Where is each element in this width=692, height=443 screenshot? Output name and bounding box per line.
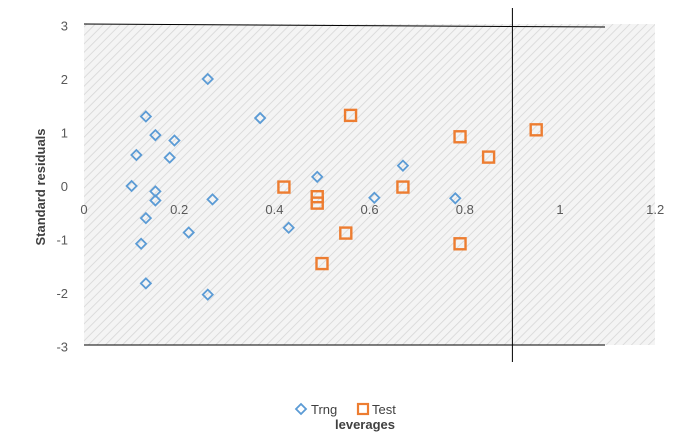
x-tick-label: 1.2 <box>646 202 664 217</box>
y-tick-label: 1 <box>61 126 68 141</box>
x-tick-label: 0.2 <box>170 202 188 217</box>
trng-point <box>163 151 176 164</box>
x-axis-tick-labels: 0 0.2 0.4 0.6 0.8 1 1.2 <box>80 202 664 217</box>
plot-area-background <box>84 24 655 345</box>
trng-point <box>168 134 181 147</box>
trng-point <box>139 110 153 123</box>
y-tick-label: 3 <box>61 19 68 34</box>
x-tick-label: 0.6 <box>361 202 379 217</box>
legend-label-trng: Trng <box>311 402 337 417</box>
test-point <box>453 237 467 251</box>
trng-point <box>201 72 215 86</box>
data-points <box>125 72 543 301</box>
y-tick-label: 0 <box>61 179 68 194</box>
x-tick-label: 0 <box>80 202 87 217</box>
legend-label-test: Test <box>372 402 396 417</box>
test-point <box>529 123 543 137</box>
trng-point <box>134 237 148 251</box>
trng-point <box>396 159 410 172</box>
trng-point <box>149 128 162 142</box>
trng-point <box>368 191 381 205</box>
test-point <box>310 196 324 210</box>
x-tick-label: 0.8 <box>456 202 474 217</box>
legend-diamond-marker <box>294 402 308 416</box>
test-point <box>453 130 467 144</box>
y-tick-label: 2 <box>61 72 68 87</box>
test-point <box>277 180 291 194</box>
trng-point <box>125 179 138 193</box>
trng-point <box>130 148 143 162</box>
trng-point <box>206 193 219 206</box>
test-point <box>339 226 353 240</box>
trng-point <box>201 288 215 301</box>
x-axis-title: leverages <box>335 417 395 432</box>
trng-point <box>149 194 162 207</box>
trng-point <box>310 170 324 184</box>
legend-square-marker <box>356 402 370 416</box>
top-boundary-line <box>83 23 606 28</box>
y-axis-tick-labels: 3 2 1 0 -1 -2 -3 <box>56 19 68 355</box>
trng-point <box>139 211 153 225</box>
y-axis-title: Standard residuals <box>33 128 48 245</box>
x-tick-label: 1 <box>556 202 563 217</box>
test-point <box>315 256 329 271</box>
y-tick-label: -2 <box>56 286 68 301</box>
trng-point <box>449 192 462 205</box>
trng-point <box>282 221 295 235</box>
y-tick-label: -1 <box>56 233 68 248</box>
legend-item-test: Test <box>356 402 396 417</box>
trng-point <box>139 277 153 290</box>
test-point <box>481 150 496 164</box>
test-point <box>343 108 358 123</box>
x-tick-label: 0.4 <box>265 202 283 217</box>
trng-point <box>253 111 267 125</box>
trng-point <box>182 226 195 239</box>
legend: Trng Test <box>294 402 396 417</box>
y-tick-label: -3 <box>56 340 68 355</box>
test-point <box>396 180 410 194</box>
legend-item-trng: Trng <box>294 402 337 417</box>
